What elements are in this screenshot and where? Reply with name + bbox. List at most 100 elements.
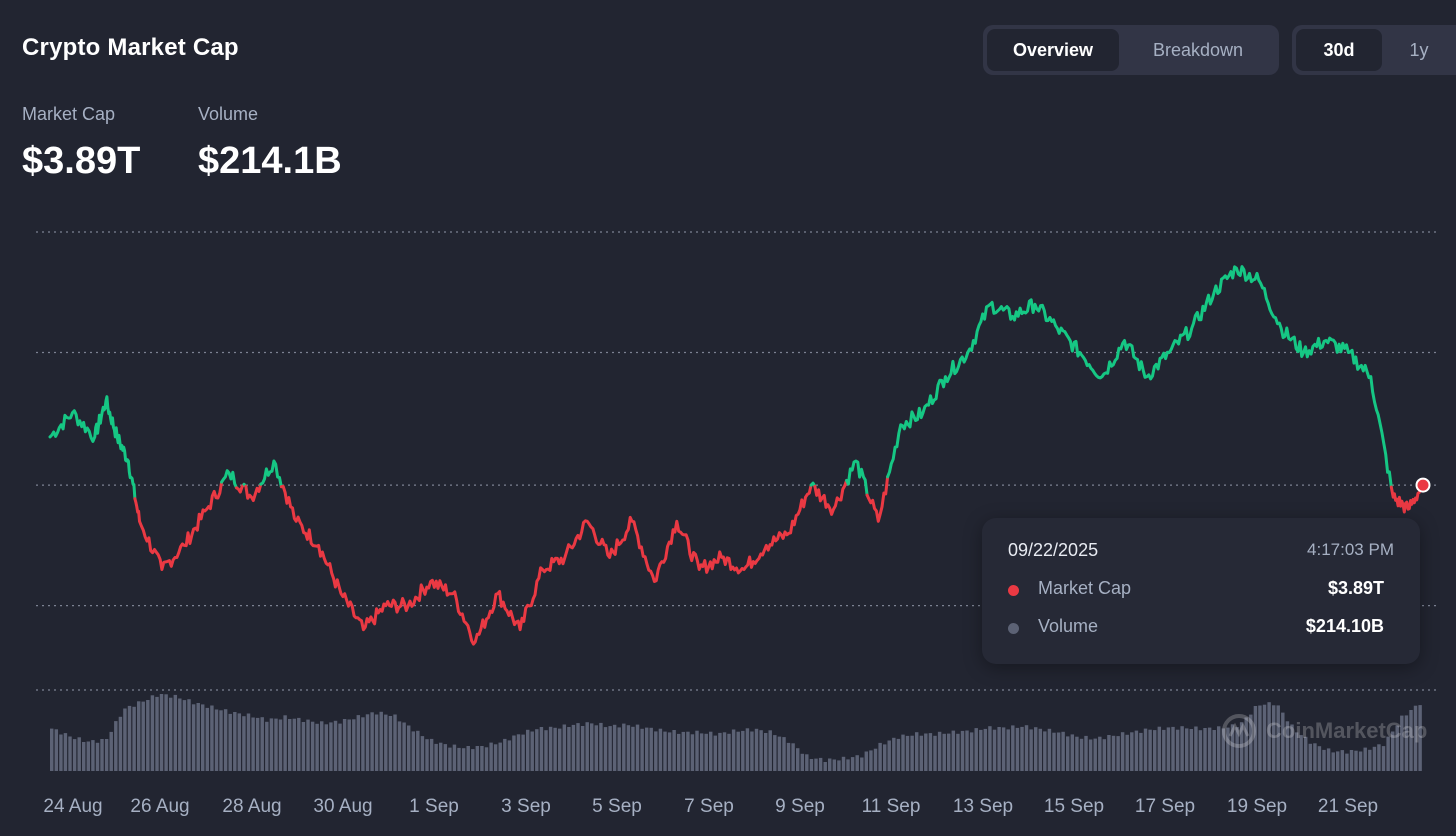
- volume-bar: [50, 728, 54, 771]
- volume-bar: [841, 756, 846, 771]
- volume-bar: [686, 731, 690, 771]
- x-tick-label: 28 Aug: [222, 796, 282, 817]
- volume-bar: [1198, 730, 1203, 771]
- volume-bar: [553, 727, 557, 771]
- volume-bar: [718, 732, 722, 771]
- volume-bar: [699, 733, 704, 771]
- volume-bar: [1313, 743, 1317, 771]
- market-cap-segment-down: [235, 482, 246, 494]
- volume-bar: [521, 734, 525, 771]
- volume-bar: [393, 714, 397, 771]
- volume-bar: [100, 739, 104, 771]
- x-tick-label: 11 Sep: [861, 796, 921, 817]
- volume-bar: [223, 709, 228, 771]
- volume-bar: [562, 724, 567, 771]
- volume-bar: [1111, 735, 1116, 771]
- volume-bar: [750, 731, 754, 771]
- volume-bar: [1317, 746, 1322, 771]
- volume-bar: [1162, 729, 1166, 771]
- volume-bar: [832, 759, 837, 771]
- volume-bar: [1157, 726, 1162, 771]
- volume-bar: [933, 735, 937, 771]
- volume-bar: [1024, 725, 1029, 771]
- volume-bar: [1340, 750, 1345, 771]
- volume-bar: [425, 739, 429, 771]
- volume-bar: [1294, 732, 1299, 771]
- volume-bar: [1395, 725, 1399, 771]
- volume-bar: [850, 757, 855, 771]
- volume-bar: [713, 735, 718, 771]
- volume-bar: [68, 736, 72, 771]
- volume-bar: [1345, 753, 1349, 771]
- x-tick-label: 17 Sep: [1134, 796, 1196, 817]
- market-cap-line: [48, 265, 1425, 646]
- volume-bar: [658, 728, 663, 771]
- volume-bar: [1056, 732, 1061, 771]
- volume-bar: [612, 724, 617, 771]
- volume-bar: [741, 730, 745, 771]
- volume-bar: [1166, 727, 1171, 771]
- volume-bar: [1386, 736, 1390, 771]
- volume-bar: [269, 718, 274, 771]
- volume-bar: [384, 714, 388, 771]
- volume-bar: [1116, 736, 1120, 771]
- volume-bar: [924, 733, 928, 771]
- volume-bar: [407, 725, 411, 771]
- volume-bar: [1358, 751, 1363, 771]
- volume-bar: [434, 743, 438, 771]
- volume-bar: [109, 731, 113, 771]
- volume-bar: [1372, 746, 1377, 771]
- volume-bar: [1070, 734, 1075, 771]
- volume-bar: [731, 729, 736, 771]
- volume-bar: [374, 714, 379, 771]
- tab-overview[interactable]: Overview: [987, 29, 1119, 71]
- volume-bar: [1180, 726, 1184, 771]
- volume-bar: [947, 733, 951, 771]
- volume-bar: [1418, 705, 1422, 771]
- volume-bar: [887, 740, 891, 771]
- volume-bar: [54, 729, 59, 771]
- volume-bar: [1120, 732, 1125, 771]
- volume-bar: [828, 758, 832, 771]
- coinmarketcap-logo-icon: [1222, 714, 1256, 748]
- volume-bar: [448, 747, 452, 771]
- market-cap-segment-down: [813, 478, 849, 516]
- market-cap-segment-down: [1389, 479, 1424, 514]
- volume-bar: [150, 695, 155, 771]
- tooltip-date: 09/22/2025: [1008, 540, 1099, 560]
- volume-bar: [1276, 705, 1280, 771]
- volume-bar: [347, 719, 351, 771]
- range-1y-button[interactable]: 1y: [1409, 40, 1429, 60]
- volume-bar: [654, 731, 658, 771]
- volume-bar: [297, 717, 301, 771]
- volume-bar: [837, 760, 841, 771]
- volume-bar: [937, 731, 942, 771]
- volume-bar: [1102, 739, 1107, 771]
- volume-bar: [759, 730, 763, 771]
- volume-bar: [265, 721, 269, 771]
- tab-breakdown[interactable]: Breakdown: [1152, 40, 1244, 60]
- volume-bar: [640, 728, 644, 771]
- volume-bar: [370, 712, 374, 771]
- volume-bar: [535, 729, 539, 771]
- x-tick-label: 21 Sep: [1317, 796, 1379, 817]
- volume-bar: [196, 703, 200, 771]
- volume-bar: [324, 724, 329, 771]
- volume-bar: [63, 733, 68, 771]
- volume-dot-icon: [1008, 623, 1019, 634]
- x-tick-label: 19 Sep: [1226, 796, 1288, 817]
- volume-bar: [1230, 724, 1235, 771]
- hover-point: [1415, 477, 1431, 493]
- volume-bar: [503, 738, 507, 771]
- volume-bar: [1098, 736, 1102, 771]
- volume-bar: [397, 721, 402, 771]
- volume-bar: [1079, 738, 1084, 771]
- range-30d-button[interactable]: 30d: [1296, 29, 1382, 71]
- volume-bar: [187, 699, 191, 771]
- x-tick-label: 15 Sep: [1043, 796, 1105, 817]
- volume-bar: [1011, 725, 1015, 771]
- volume-bar: [1363, 747, 1367, 771]
- x-tick-label: 26 Aug: [130, 796, 190, 817]
- tooltip-time: 4:17:03 PM: [1307, 540, 1394, 559]
